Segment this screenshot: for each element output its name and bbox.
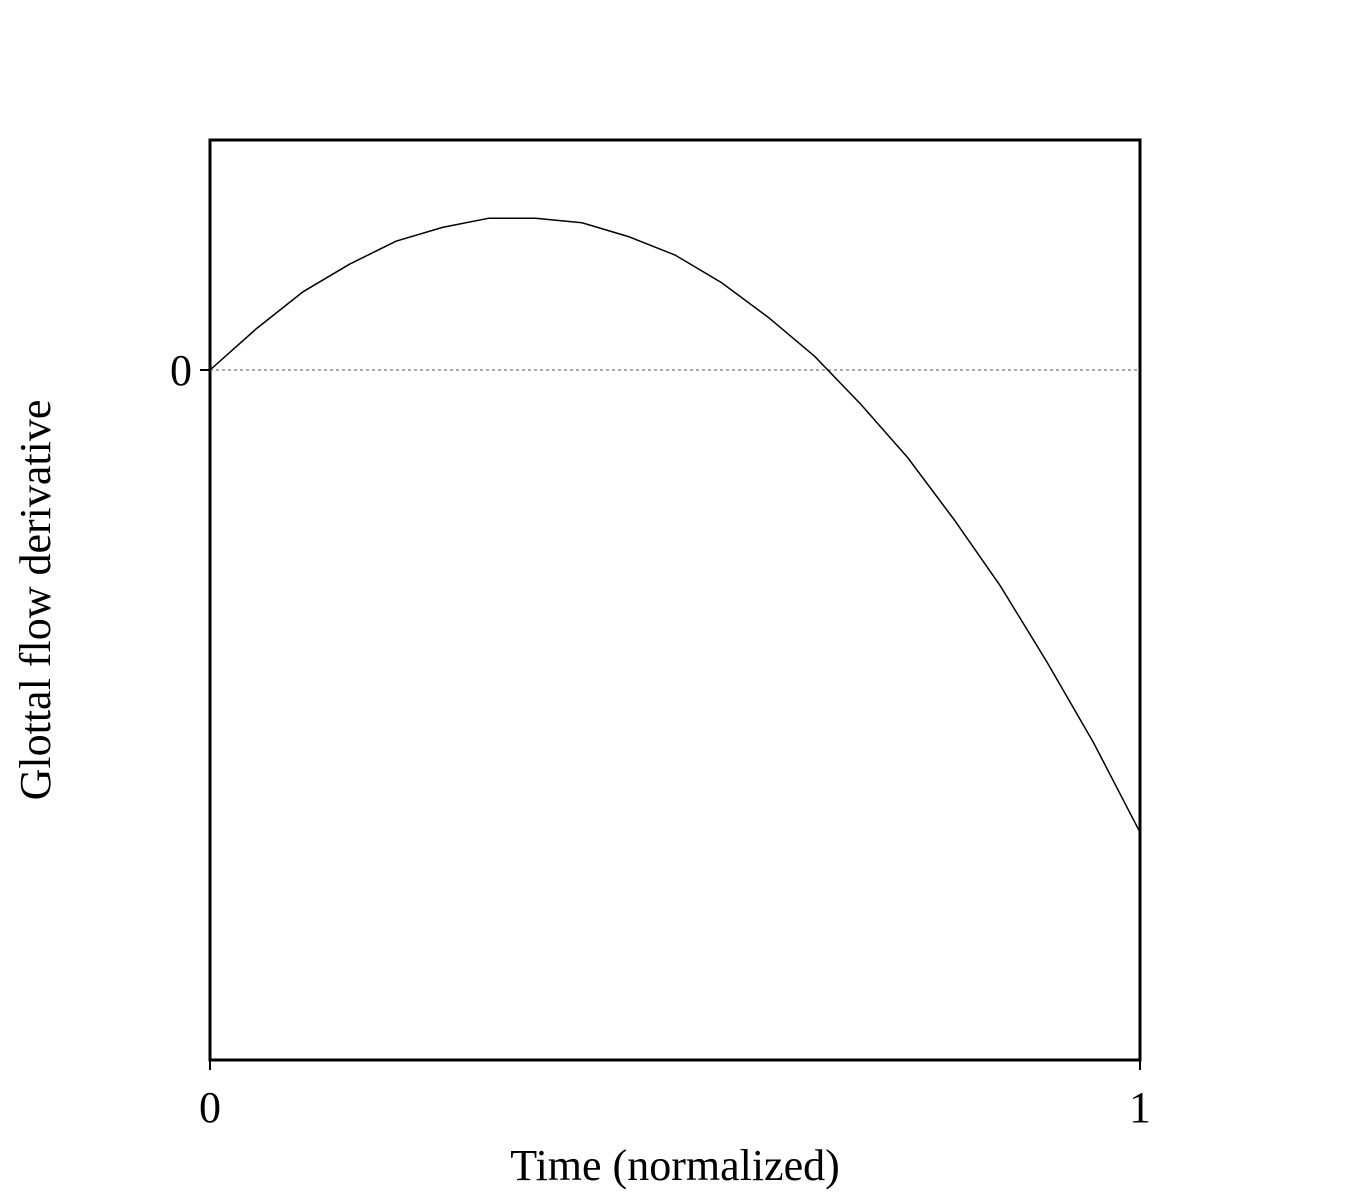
x-tick-label: 1	[1129, 1083, 1151, 1132]
y-tick-label: 0	[170, 346, 192, 395]
x-tick-label: 0	[199, 1083, 221, 1132]
line-series	[209, 217, 1141, 833]
x-axis-label: Time (normalized)	[510, 1141, 840, 1190]
y-axis-label: Glottal flow derivative	[11, 400, 60, 801]
plot-frame	[208, 138, 1142, 1062]
